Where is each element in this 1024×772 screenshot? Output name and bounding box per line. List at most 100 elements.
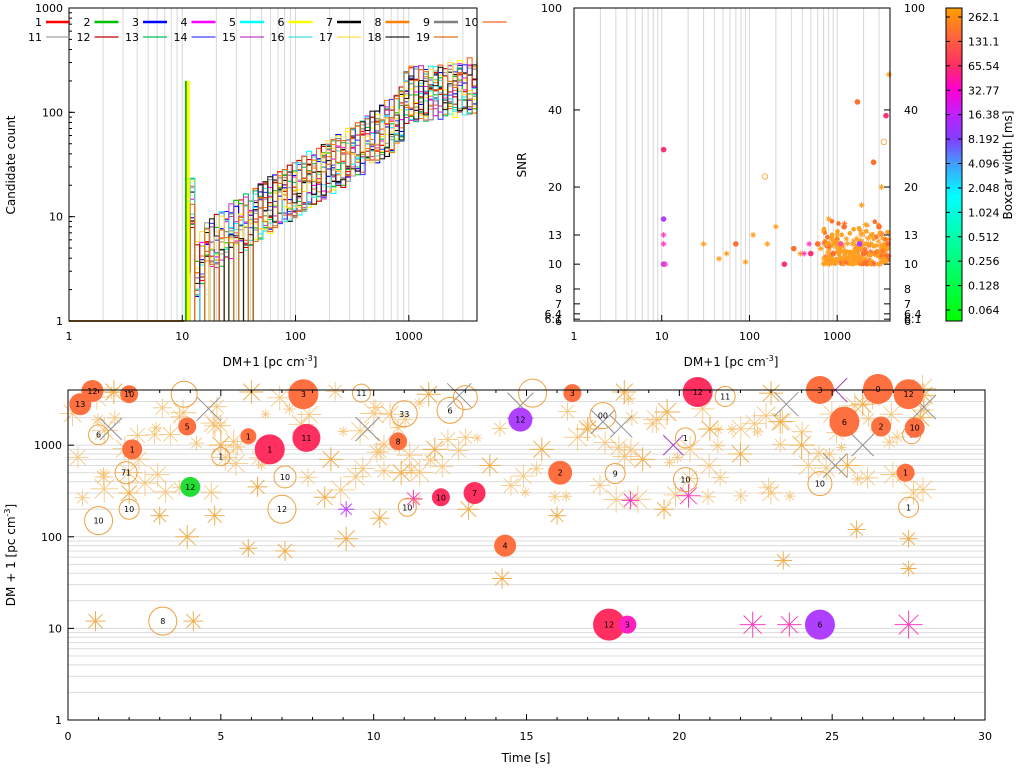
time-dm-faint-candidate xyxy=(671,451,684,464)
snr-point xyxy=(870,260,877,267)
snr-point xyxy=(860,261,866,267)
snr-point xyxy=(872,219,878,225)
snr-point xyxy=(833,236,840,243)
time-dm-x-ticks: 0 5 10 15 20 25 30 xyxy=(65,390,992,743)
snr-point xyxy=(660,231,667,238)
legend-label-13: 13 xyxy=(125,31,139,44)
time-dm-ring-label: 1 xyxy=(218,453,223,462)
time-dm-star-candidate xyxy=(101,380,126,405)
time-dm-faint-candidate xyxy=(850,472,865,486)
snr-point xyxy=(823,260,828,265)
time-dm-faint-candidate xyxy=(204,414,226,437)
snr-point xyxy=(662,261,669,268)
snr-point xyxy=(849,240,856,247)
time-dm-star-candidate xyxy=(492,568,513,589)
time-dm-faint-candidate xyxy=(712,423,725,436)
time-dm-faint-candidate xyxy=(593,431,617,454)
snr-point xyxy=(825,216,832,223)
time-dm-star-candidate xyxy=(894,610,923,639)
time-dm-grid xyxy=(68,389,985,721)
snr-point xyxy=(868,258,875,265)
time-dm-faint-candidate xyxy=(350,456,375,481)
snr-point xyxy=(843,250,851,257)
snr-point xyxy=(847,231,853,236)
time-dm-ring-candidate xyxy=(674,427,696,449)
snr-point xyxy=(884,253,890,259)
snr-point xyxy=(829,260,835,266)
time-dm-cross-candidate xyxy=(590,409,616,435)
time-dm-faint-candidate xyxy=(860,410,877,427)
snr-point xyxy=(772,223,779,230)
snr-point xyxy=(883,258,890,265)
snr-point xyxy=(880,259,886,265)
colorbar-tick-label: 65.54 xyxy=(968,60,1000,73)
time-dm-bubble-label: 3 xyxy=(570,389,575,398)
time-dm-faint-candidate xyxy=(697,454,721,478)
time-dm-bubble xyxy=(896,463,915,482)
time-dm-faint-candidate xyxy=(880,461,906,488)
snr-point xyxy=(876,223,882,230)
time-dm-faint-candidate xyxy=(437,429,459,450)
snr-point xyxy=(856,225,862,231)
time-dm-bubble xyxy=(548,460,573,485)
snr-point xyxy=(878,255,885,262)
snr-point xyxy=(829,218,835,224)
time-dm-faint-candidate xyxy=(558,402,577,421)
time-dm-ring-label: 10 xyxy=(815,480,825,489)
time-dm-bubble xyxy=(240,428,257,445)
snr-point xyxy=(886,71,893,78)
time-dm-ring-label: 71 xyxy=(121,469,131,478)
snr-point xyxy=(839,232,844,238)
time-dm-bubble-label: 7 xyxy=(472,489,477,498)
time-dm-faint-candidate xyxy=(456,428,475,447)
snr-point xyxy=(826,260,833,267)
snr-point xyxy=(839,241,846,248)
time-dm-star-candidate xyxy=(768,409,793,434)
time-dm-faint-candidate xyxy=(431,455,453,478)
snr-point xyxy=(871,244,877,249)
time-dm-star-candidate xyxy=(548,506,567,525)
time-dm-faint-candidate xyxy=(564,423,591,451)
time-dm-ring-candidate xyxy=(518,378,548,408)
snr-point xyxy=(830,237,837,244)
time-dm-bubble xyxy=(563,384,582,403)
legend-label-5: 5 xyxy=(229,16,236,29)
time-dm-bubble xyxy=(904,417,925,438)
time-dm-ring-candidate xyxy=(267,494,297,524)
time-dm-ring-candidate xyxy=(211,447,231,467)
time-dm-bubble xyxy=(593,608,626,641)
snr-y-tick-label: 6.1 xyxy=(545,313,563,326)
colorbar-tick-label: 0.064 xyxy=(968,304,1000,317)
snr-point xyxy=(821,239,828,246)
time-dm-faint-candidate xyxy=(90,475,118,503)
time-dm-bubble-label: 10 xyxy=(436,493,446,502)
time-dm-faint-candidate xyxy=(726,423,738,436)
time-dm-star-candidate xyxy=(404,489,423,508)
snr-y-tick-label-right: 6 xyxy=(904,315,911,328)
time-dm-ring-label: 10 xyxy=(93,517,103,526)
time-dm-x-tick-label: 0 xyxy=(65,730,72,743)
legend-label-3: 3 xyxy=(132,16,139,29)
snr-point xyxy=(764,240,771,247)
time-dm-cross-candidate xyxy=(446,382,472,408)
time-dm-faint-candidate xyxy=(879,402,903,426)
time-dm-faint-candidate xyxy=(842,393,868,419)
time-dm-bubble xyxy=(81,380,104,403)
time-dm-ring-label: 6 xyxy=(96,431,101,440)
time-dm-faint-candidate xyxy=(406,458,434,486)
snr-point xyxy=(836,221,841,226)
time-dm-faint-candidate xyxy=(710,438,726,454)
snr-y-tick-label: 13 xyxy=(548,229,562,242)
time-dm-star-candidate xyxy=(275,540,296,561)
legend-label-4: 4 xyxy=(181,16,188,29)
time-dm-ring-candidate xyxy=(672,467,698,493)
snr-point xyxy=(830,250,836,257)
snr-point xyxy=(841,220,848,227)
time-dm-faint-candidate xyxy=(836,442,847,453)
snr-point xyxy=(847,249,854,256)
histogram-x-tick-label: 100 xyxy=(285,330,306,343)
snr-point xyxy=(885,236,892,243)
colorbar-tick-label: 8.192 xyxy=(968,133,1000,146)
snr-point xyxy=(858,230,865,237)
snr-point xyxy=(856,241,863,247)
